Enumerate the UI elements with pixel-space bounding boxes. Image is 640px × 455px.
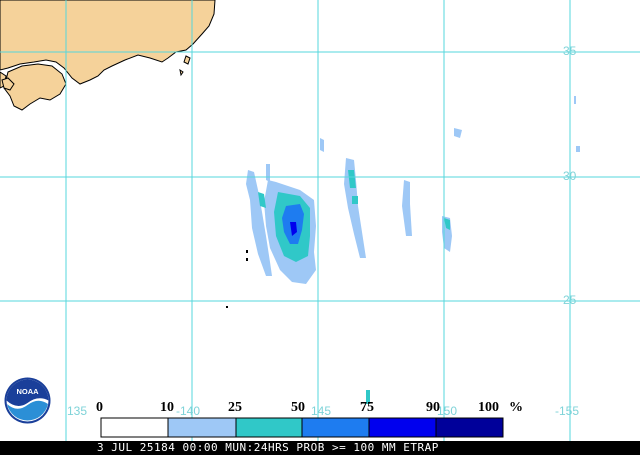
lat-label-35: 35 bbox=[563, 44, 577, 58]
noaa-logo-icon: NOAA bbox=[4, 377, 51, 424]
noaa-logo-text: NOAA bbox=[16, 387, 39, 396]
legend-color-bar bbox=[100, 417, 504, 438]
lat-label-25: 25 bbox=[563, 293, 577, 307]
legend-bin-0-10 bbox=[100, 417, 169, 438]
legend-unit: % bbox=[509, 400, 523, 415]
land-japan bbox=[0, 0, 216, 111]
legend-tick-90: 90 bbox=[426, 400, 440, 415]
legend-bin-50-75 bbox=[301, 417, 370, 438]
small-dots bbox=[226, 250, 248, 308]
legend-bin-10-25 bbox=[167, 417, 237, 438]
lon-label-145: 145 bbox=[311, 404, 332, 418]
legend-tick-0: 0 bbox=[96, 400, 103, 415]
legend-tick-100: 100 bbox=[478, 400, 499, 415]
legend-tick-25: 25 bbox=[228, 400, 242, 415]
legend-bin-75-90 bbox=[368, 417, 437, 438]
legend-bin-25-50 bbox=[235, 417, 303, 438]
lat-label-30: 30 bbox=[563, 169, 577, 183]
footer-caption: 3 JUL 25184 00:00 MUN:24HRS PROB >= 100 … bbox=[97, 441, 439, 454]
lon-label-155: -155 bbox=[555, 404, 580, 418]
legend-tick-75: 75 bbox=[360, 400, 374, 415]
rainfall-probability-field bbox=[246, 96, 580, 404]
footer-caption-bar: 3 JUL 25184 00:00 MUN:24HRS PROB >= 100 … bbox=[0, 441, 640, 455]
legend-tick-50: 50 bbox=[291, 400, 305, 415]
legend-tick-10: 10 bbox=[160, 400, 174, 415]
lon-label-135: 135 bbox=[67, 404, 88, 418]
lon-label-150: 150 bbox=[437, 404, 458, 418]
lat-lon-grid bbox=[0, 0, 640, 441]
lon-label-140: -140 bbox=[176, 404, 201, 418]
legend-bin-90-100 bbox=[435, 417, 504, 438]
